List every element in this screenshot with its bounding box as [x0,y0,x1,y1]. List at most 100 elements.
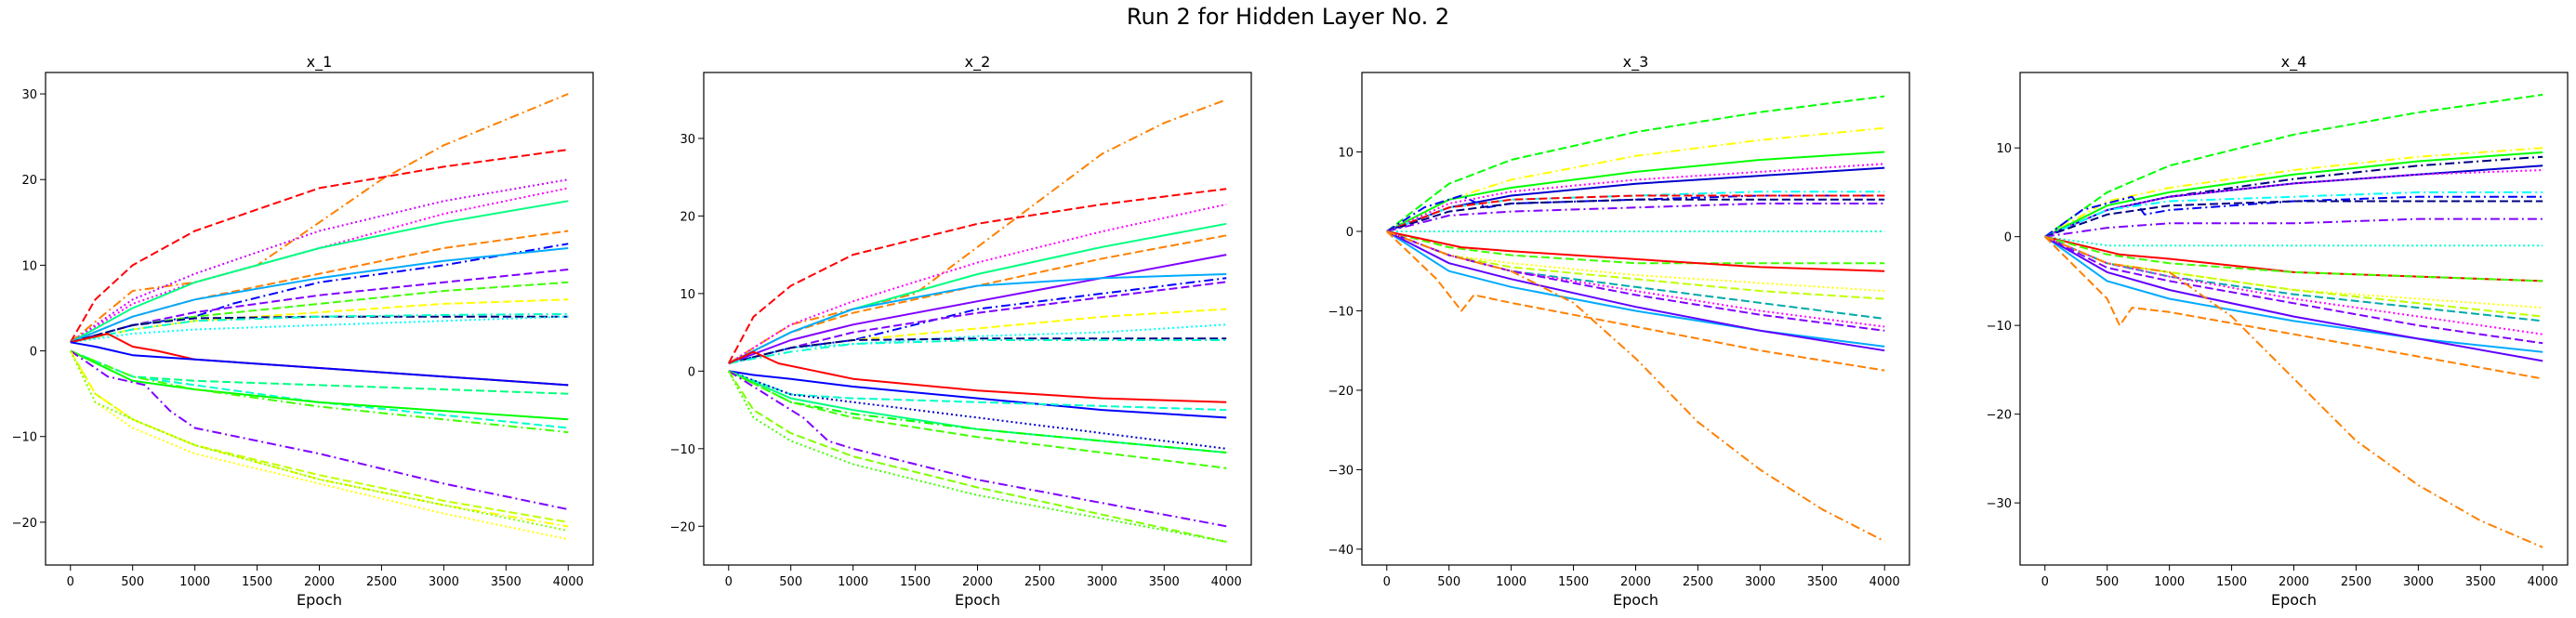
series-line-25 [69,350,569,533]
x-tick-label: 2500 [1024,575,1055,589]
series-line-10 [2044,217,2543,238]
y-tick-label: −20 [670,520,695,534]
x-tick-label: 1000 [1496,575,1526,589]
y-tick-label: 10 [680,288,695,302]
subplot-2: 0 500 1000 1500 2000 2500 3000 3500 4000 −20 −10 0 1… [670,53,1252,609]
x-tick-label: 0 [1383,575,1391,589]
series-line-12 [70,315,569,344]
subplot-3: 0 500 1000 1500 2000 2500 3000 3500 4000 −40 −30 −2… [1328,53,1910,609]
series-line-13 [728,339,1227,364]
series-line-7 [2044,195,2543,238]
series-group [1386,95,1885,543]
series-line-9 [1386,198,1885,232]
series-line-21 [2044,235,2543,380]
series-line-11 [70,298,569,344]
x-tick-label: 1000 [838,575,868,589]
x-tick-label: 500 [121,575,144,589]
series-line-10 [1386,203,1885,232]
x-tick-label: 2500 [2341,575,2371,589]
series-line-7 [1386,191,1885,232]
series-line-14 [70,315,569,344]
series-line-3 [1386,151,1885,232]
series-line-23 [69,350,569,528]
series-line-9 [728,281,1227,364]
y-tick-label: 0 [688,365,695,379]
y-tick-label: 30 [680,133,695,147]
series-line-20 [1386,230,1885,352]
subplot-title: x_2 [965,53,991,72]
x-tick-label: 1000 [2154,575,2185,589]
series-line-8 [728,273,1227,364]
axes-frame [2019,72,2569,566]
y-tick-label: −40 [1328,544,1354,558]
series-line-1 [2044,93,2543,238]
x-tick-label: 2000 [304,575,335,589]
series-line-3 [728,203,1227,364]
series-line-1 [70,93,569,344]
y-tick-label: 10 [21,259,37,273]
x-tick-label: 3500 [491,575,522,589]
series-line-11 [728,323,1227,364]
series-line-4 [728,222,1227,364]
series-line-3 [2044,151,2543,238]
series-line-21 [728,370,1227,528]
x-tick-label: 500 [1437,575,1460,589]
series-line-22 [727,370,1227,543]
series-line-14 [728,350,1227,403]
series-line-23 [727,370,1227,543]
series-line-1 [728,99,1227,364]
figure-title: Run 2 for Hidden Layer No. 2 [1126,4,1450,30]
x-tick-label: 3000 [1745,575,1776,589]
y-tick-label: 0 [2004,231,2012,245]
x-tick-label: 3500 [2465,575,2496,589]
series-line-20 [70,349,569,434]
series-line-18 [2044,235,2543,345]
x-tick-label: 2000 [1620,575,1651,589]
series-line-17 [70,349,569,395]
subplot-title: x_4 [2281,53,2307,72]
series-line-14 [1386,230,1885,293]
series-line-13 [1386,230,1885,272]
series-line-21 [70,349,569,511]
x-tick-label: 4000 [2528,575,2558,589]
series-line-1 [1386,95,1885,232]
series-line-20 [728,370,1227,469]
x-tick-label: 1500 [242,575,272,589]
y-tick-label: 0 [1346,226,1354,240]
series-line-18 [70,349,569,429]
series-line-8 [2044,191,2543,238]
y-tick-label: −20 [1328,385,1354,399]
subplot-title: x_1 [307,53,333,72]
x-tick-label: 3500 [1807,575,1838,589]
series-line-19 [70,349,569,421]
series-line-17 [728,370,1227,450]
series-line-5 [728,234,1227,364]
y-tick-label: 10 [1338,146,1354,160]
y-tick-label: 30 [21,88,37,102]
series-group [727,99,1227,543]
series-line-12 [1386,230,1885,265]
series-line-22 [1386,230,1885,543]
y-tick-label: −10 [670,443,695,457]
x-axis-label: Epoch [1613,591,1658,609]
y-tick-label: 20 [680,210,695,224]
series-line-12 [2044,235,2543,283]
series-line-22 [2044,235,2543,548]
series-line-4 [70,187,569,344]
y-tick-label: −30 [1987,497,2012,511]
x-tick-label: 3000 [1087,575,1117,589]
x-tick-label: 500 [2095,575,2119,589]
x-tick-label: 3000 [2403,575,2434,589]
x-tick-label: 0 [2041,575,2049,589]
x-tick-label: 2500 [1683,575,1713,589]
series-line-11 [2044,235,2543,247]
series-line-20 [2044,235,2543,362]
series-line-2 [727,188,1227,364]
y-tick-label: 0 [30,346,37,360]
series-group [69,93,569,541]
series-line-6 [1386,194,1885,232]
x-tick-label: 1500 [900,575,931,589]
x-tick-label: 2000 [962,575,993,589]
series-line-9 [2044,200,2543,238]
